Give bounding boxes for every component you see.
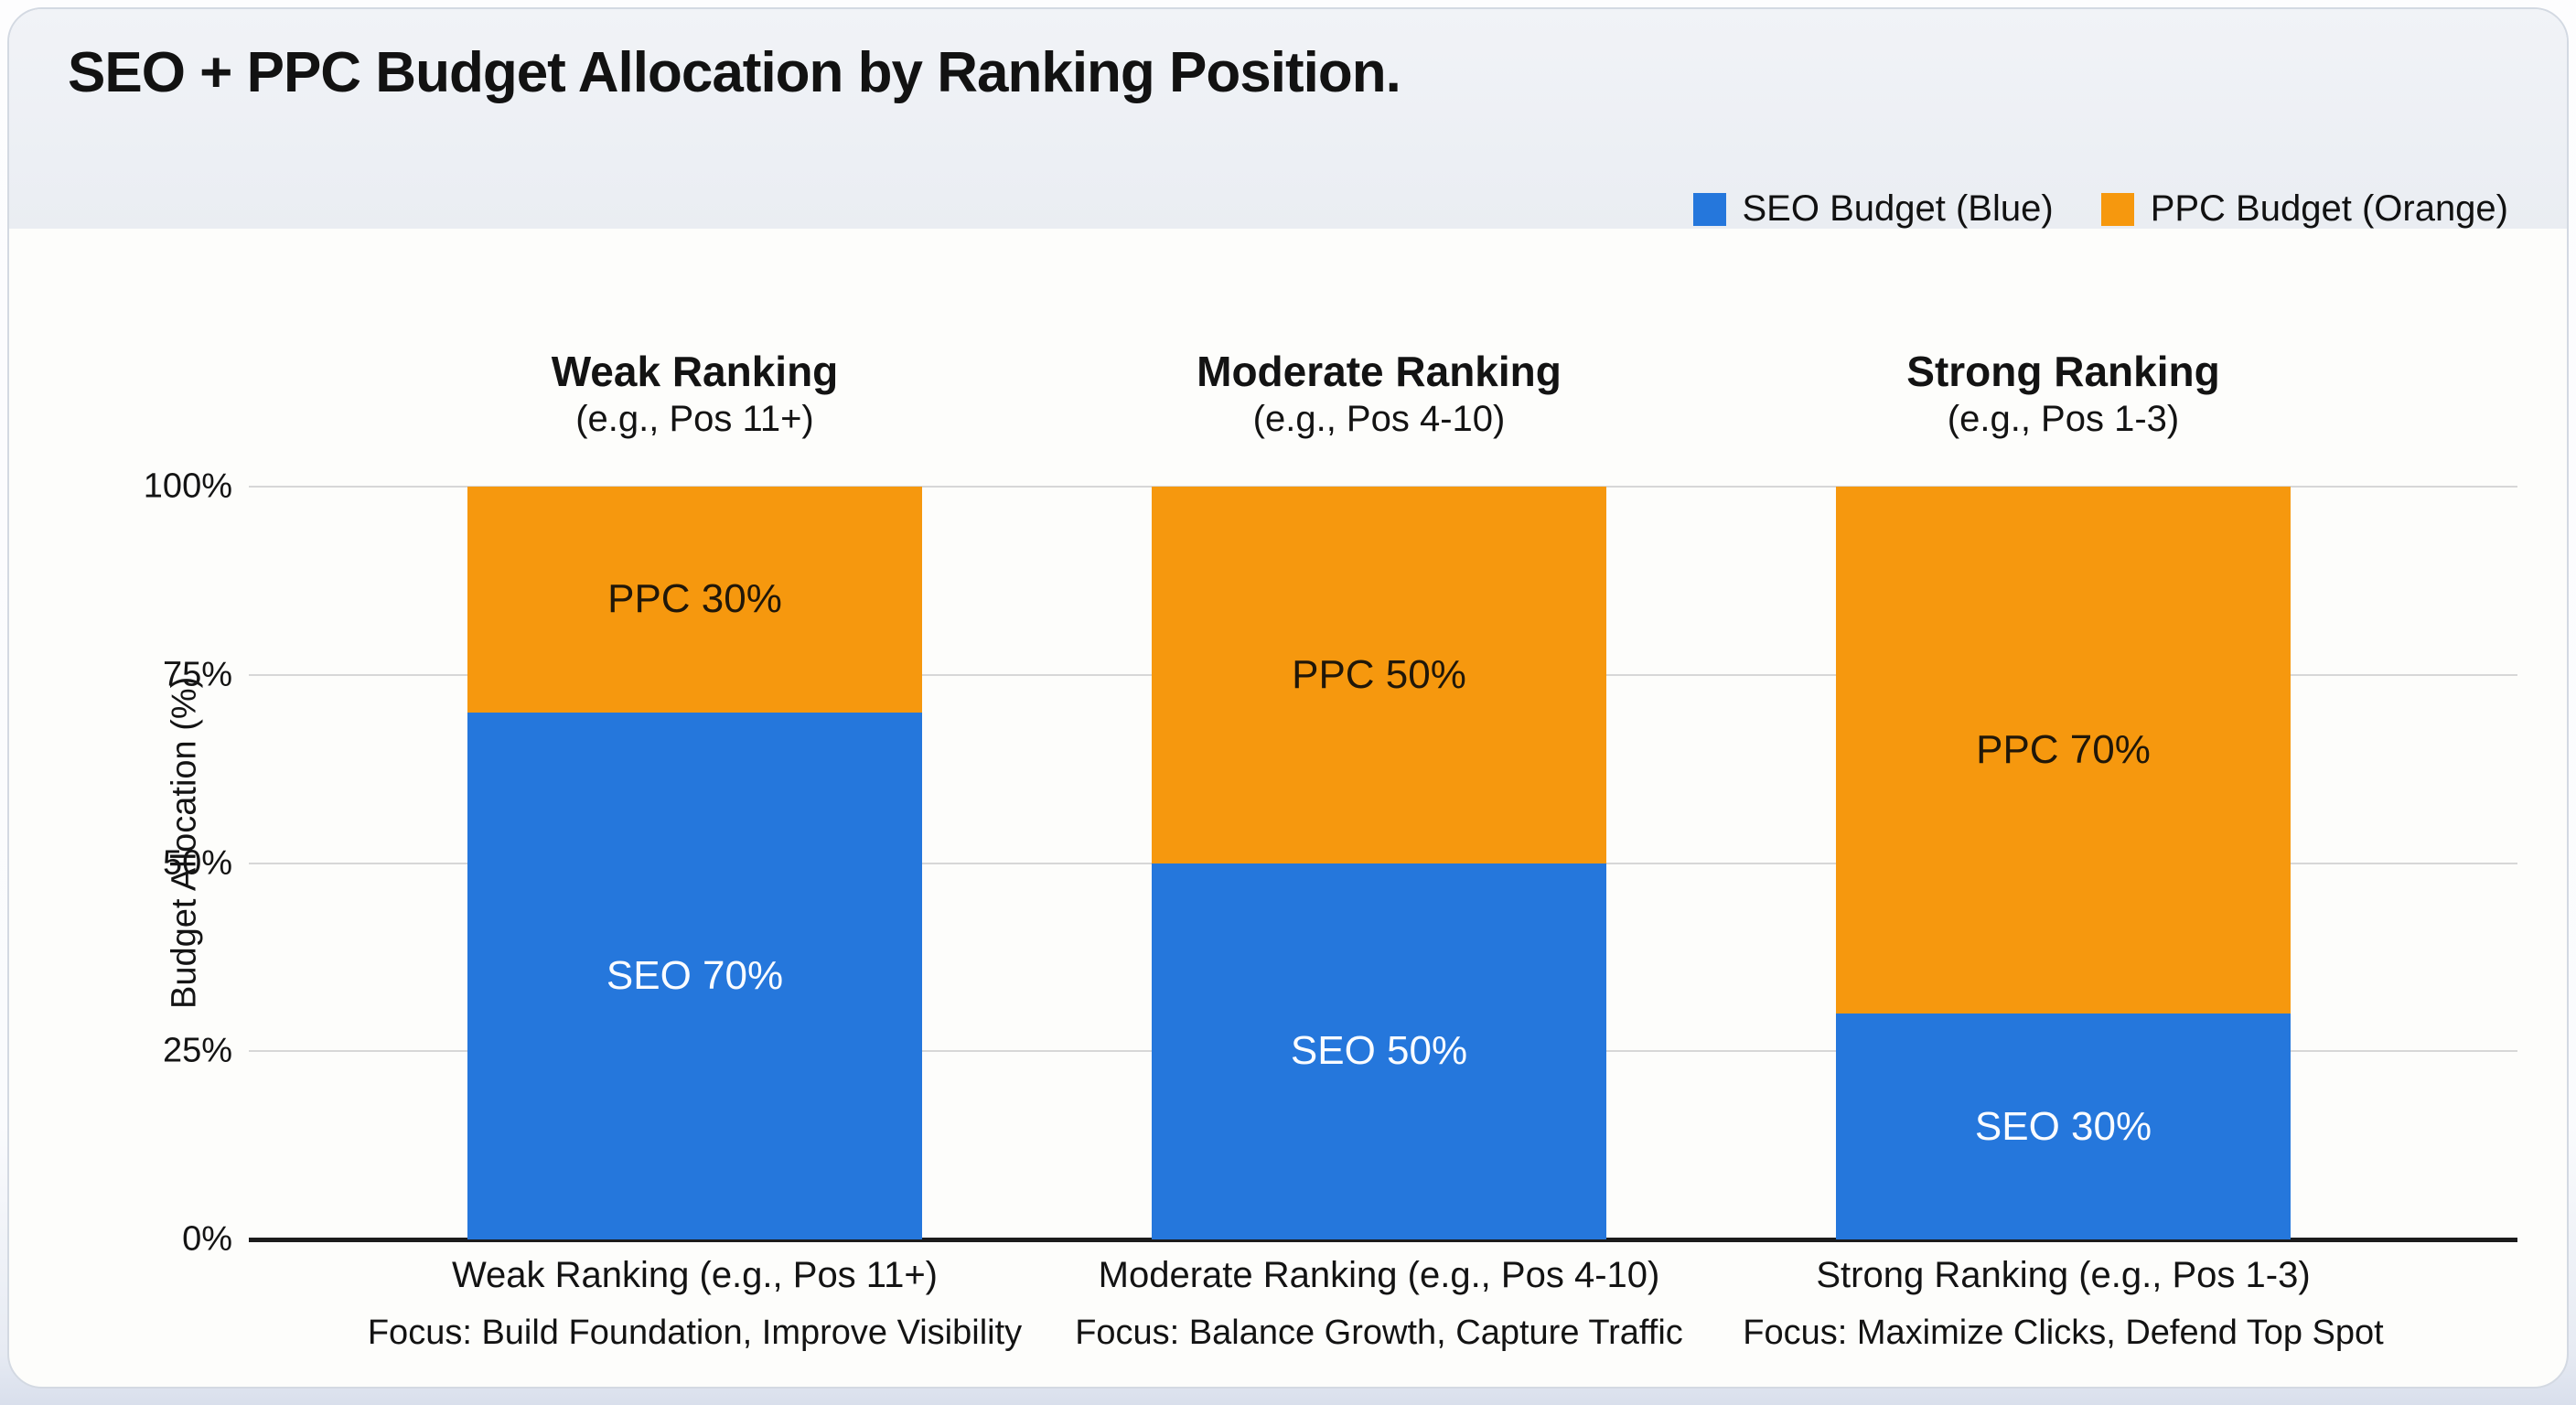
legend-item-ppc-legend[interactable]: PPC Budget (Orange) bbox=[2100, 188, 2508, 230]
y-tick-label-100: 100% bbox=[143, 467, 232, 506]
group-header-title: Moderate Ranking bbox=[1197, 348, 1562, 395]
legend-label: PPC Budget (Orange) bbox=[2150, 188, 2508, 229]
seo-legend-swatch-icon bbox=[1692, 192, 1726, 226]
seo-segment-3[interactable]: SEO 30% bbox=[1836, 1014, 2291, 1239]
page-title: SEO + PPC Budget Allocation by Ranking P… bbox=[68, 41, 1401, 104]
ppc-segment-3[interactable]: PPC 70% bbox=[1836, 487, 2291, 1014]
y-tick-label-50: 50% bbox=[162, 843, 232, 882]
legend-item-seo-legend[interactable]: SEO Budget (Blue) bbox=[1692, 188, 2054, 230]
stacked-bar-1: PPC 30% SEO 70% bbox=[467, 487, 922, 1239]
group-header-1: Weak Ranking (e.g., Pos 11+) bbox=[348, 346, 1043, 442]
y-tick-label-25: 25% bbox=[162, 1031, 232, 1070]
stacked-bar-3: PPC 70% SEO 30% bbox=[1836, 487, 2291, 1239]
seo-segment-label: SEO 70% bbox=[606, 952, 784, 998]
chart-legend: SEO Budget (Blue) PPC Budget (Orange) bbox=[1692, 188, 2508, 230]
y-tick-label-75: 75% bbox=[162, 655, 232, 694]
x-axis-baseline bbox=[249, 1238, 2517, 1242]
y-tick-label-0: 0% bbox=[182, 1219, 232, 1259]
ppc-segment-label: PPC 50% bbox=[1292, 651, 1466, 697]
focus-label-2: Focus: Balance Growth, Capture Traffic bbox=[1075, 1314, 1683, 1352]
group-header-2: Moderate Ranking (e.g., Pos 4-10) bbox=[1032, 346, 1727, 442]
x-axis-label-1: Weak Ranking (e.g., Pos 11+) bbox=[451, 1255, 938, 1295]
chart-card: SEO + PPC Budget Allocation by Ranking P… bbox=[7, 7, 2569, 1389]
stacked-bar-2: PPC 50% SEO 50% bbox=[1152, 487, 1606, 1239]
group-header-subtitle: (e.g., Pos 11+) bbox=[575, 399, 814, 440]
ppc-segment-2[interactable]: PPC 50% bbox=[1152, 487, 1606, 863]
x-axis-label-3: Strong Ranking (e.g., Pos 1-3) bbox=[1816, 1255, 2311, 1295]
seo-segment-2[interactable]: SEO 50% bbox=[1152, 863, 1606, 1239]
ppc-legend-swatch-icon bbox=[2100, 192, 2134, 226]
focus-label-3: Focus: Maximize Clicks, Defend Top Spot bbox=[1743, 1314, 2384, 1352]
seo-segment-label: SEO 50% bbox=[1290, 1028, 1468, 1074]
ppc-segment-1[interactable]: PPC 30% bbox=[467, 487, 922, 713]
group-header-title: Strong Ranking bbox=[1906, 348, 2220, 395]
group-header-title: Weak Ranking bbox=[551, 348, 839, 395]
ppc-segment-label: PPC 70% bbox=[1976, 727, 2151, 773]
legend-label: SEO Budget (Blue) bbox=[1742, 188, 2054, 229]
group-header-subtitle: (e.g., Pos 1-3) bbox=[1947, 399, 2180, 440]
x-axis-label-2: Moderate Ranking (e.g., Pos 4-10) bbox=[1098, 1255, 1660, 1295]
focus-label-1: Focus: Build Foundation, Improve Visibil… bbox=[367, 1314, 1023, 1352]
ppc-segment-label: PPC 30% bbox=[607, 576, 782, 622]
group-header-3: Strong Ranking (e.g., Pos 1-3) bbox=[1716, 346, 2411, 442]
header-band bbox=[9, 9, 2567, 229]
seo-segment-label: SEO 30% bbox=[1974, 1103, 2152, 1149]
group-header-subtitle: (e.g., Pos 4-10) bbox=[1252, 399, 1506, 440]
plot-area: Budget Allocation (%) 0% 25% 50% 75% 100% Wea… bbox=[9, 9, 2567, 1387]
seo-segment-1[interactable]: SEO 70% bbox=[467, 712, 922, 1239]
